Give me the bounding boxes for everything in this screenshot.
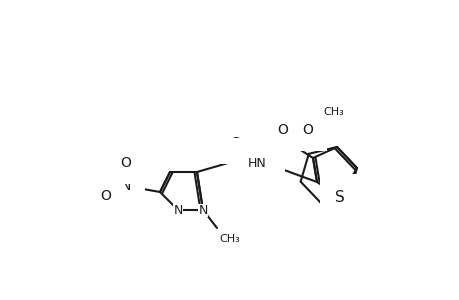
Text: O: O <box>120 156 131 170</box>
Text: O: O <box>302 123 313 137</box>
Text: S: S <box>335 190 344 205</box>
Text: N: N <box>198 203 207 217</box>
Text: N: N <box>121 179 131 193</box>
Text: O: O <box>277 123 288 137</box>
Text: O: O <box>230 136 241 150</box>
Text: CH₃: CH₃ <box>322 107 343 117</box>
Text: HN: HN <box>247 157 266 169</box>
Text: N: N <box>173 203 182 217</box>
Text: CH₃: CH₃ <box>218 234 239 244</box>
Text: O: O <box>101 189 111 203</box>
